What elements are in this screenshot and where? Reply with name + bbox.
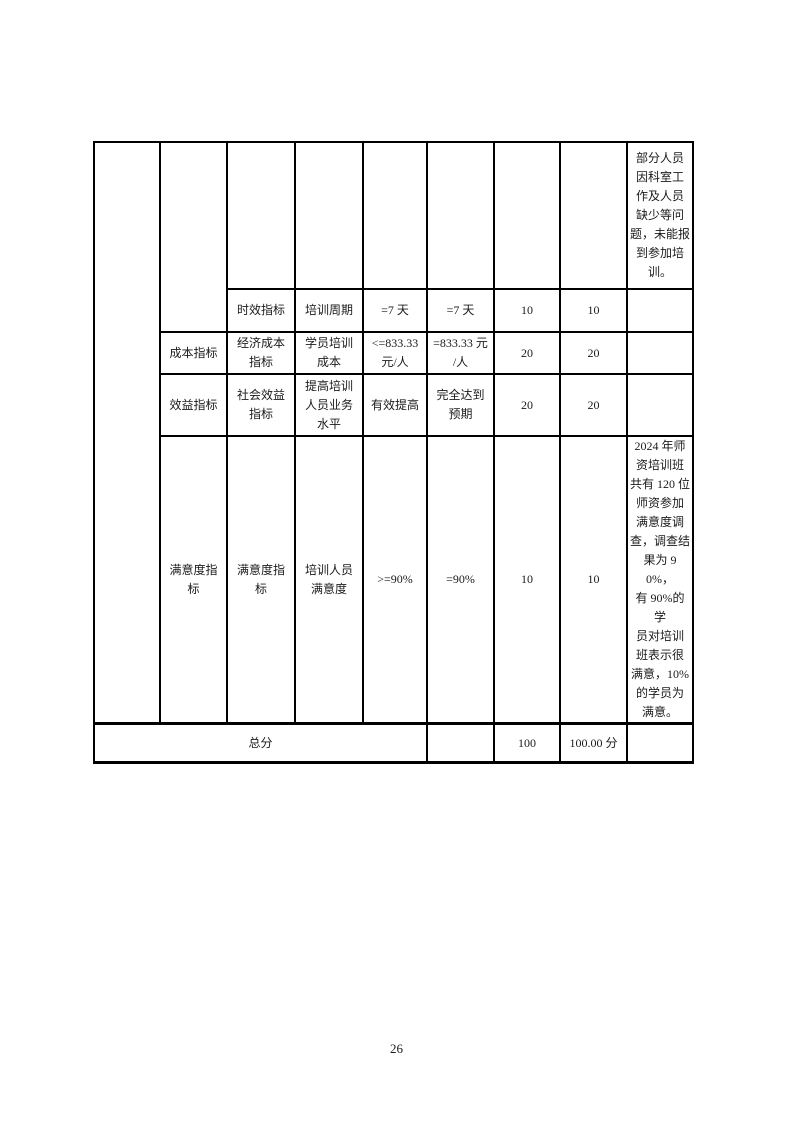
level1-category-cell-empty: [93, 141, 161, 725]
target-cell-empty: [362, 141, 428, 290]
performance-indicator-table: 部分人员 因科室工 作及人员 缺少等问 题，未能报 到参加培 训。 时效指标 培…: [93, 141, 694, 764]
benefit-group-cell: 效益指标: [159, 373, 228, 437]
economic-cost-weight-cell: 20: [493, 331, 561, 375]
economic-cost-note-cell-empty: [626, 331, 694, 375]
total-row: 总分 100 100.00 分: [93, 722, 694, 764]
cost-group-cell: 成本指标: [159, 331, 228, 375]
social-benefit-subindicator-cell: 社会效益 指标: [226, 373, 296, 437]
social-benefit-actual-cell: 完全达到 预期: [426, 373, 495, 437]
satisfaction-actual-cell: =90%: [426, 435, 495, 725]
actual-cell-empty: [426, 141, 495, 290]
timeliness-actual-cell: =7 天: [426, 288, 495, 333]
social-benefit-indicator-cell: 提高培训 人员业务 水平: [294, 373, 364, 437]
satisfaction-note-cell: 2024 年师 资培训班 共有 120 位 师资参加 满意度调 查，调查结 果为…: [626, 435, 694, 725]
timeliness-weight-cell: 10: [493, 288, 561, 333]
satisfaction-weight-cell: 10: [493, 435, 561, 725]
timeliness-subindicator-cell: 时效指标: [226, 288, 296, 333]
economic-cost-target-cell: <=833.33 元/人: [362, 331, 428, 375]
satisfaction-subindicator-cell: 满意度指 标: [226, 435, 296, 725]
satisfaction-target-cell: >=90%: [362, 435, 428, 725]
social-benefit-note-cell-empty: [626, 373, 694, 437]
economic-cost-indicator-cell: 学员培训 成本: [294, 331, 364, 375]
economic-cost-score-cell: 20: [559, 331, 628, 375]
social-benefit-weight-cell: 20: [493, 373, 561, 437]
level2-category-cell-empty: [159, 141, 228, 333]
timeliness-note-cell-empty: [626, 288, 694, 333]
social-benefit-row: 效益指标 社会效益 指标 提高培训 人员业务 水平 有效提高 完全达到 预期 2…: [94, 373, 694, 437]
page-number: 26: [390, 1041, 403, 1056]
total-label-cell: 总分: [93, 722, 428, 764]
carryover-row: 部分人员 因科室工 作及人员 缺少等问 题，未能报 到参加培 训。: [93, 141, 694, 725]
social-benefit-target-cell: 有效提高: [362, 373, 428, 437]
weight-cell-empty: [493, 141, 561, 290]
timeliness-score-cell: 10: [559, 288, 628, 333]
carryover-note-cell: 部分人员 因科室工 作及人员 缺少等问 题，未能报 到参加培 训。: [626, 141, 694, 290]
satisfaction-indicator-cell: 培训人员 满意度: [294, 435, 364, 725]
satisfaction-group-cell: 满意度指 标: [159, 435, 228, 725]
total-note-cell-empty: [626, 722, 694, 764]
timeliness-row: 时效指标 培训周期 =7 天 =7 天 10 10: [94, 288, 694, 333]
economic-cost-row: 成本指标 经济成本 指标 学员培训 成本 <=833.33 元/人 =833.3…: [94, 331, 694, 375]
timeliness-indicator-cell: 培训周期: [294, 288, 364, 333]
timeliness-target-cell: =7 天: [362, 288, 428, 333]
economic-cost-subindicator-cell: 经济成本 指标: [226, 331, 296, 375]
social-benefit-score-cell: 20: [559, 373, 628, 437]
economic-cost-actual-cell: =833.33 元 /人: [426, 331, 495, 375]
subindicator-cell-empty: [226, 141, 296, 290]
indicator-cell-empty: [294, 141, 364, 290]
total-score-cell: 100.00 分: [559, 722, 628, 764]
satisfaction-score-cell: 10: [559, 435, 628, 725]
total-spacer-cell-empty: [426, 722, 495, 764]
total-weight-cell: 100: [493, 722, 561, 764]
score-cell-empty: [559, 141, 628, 290]
satisfaction-row: 满意度指 标 满意度指 标 培训人员 满意度 >=90% =90% 10 10 …: [94, 435, 694, 725]
